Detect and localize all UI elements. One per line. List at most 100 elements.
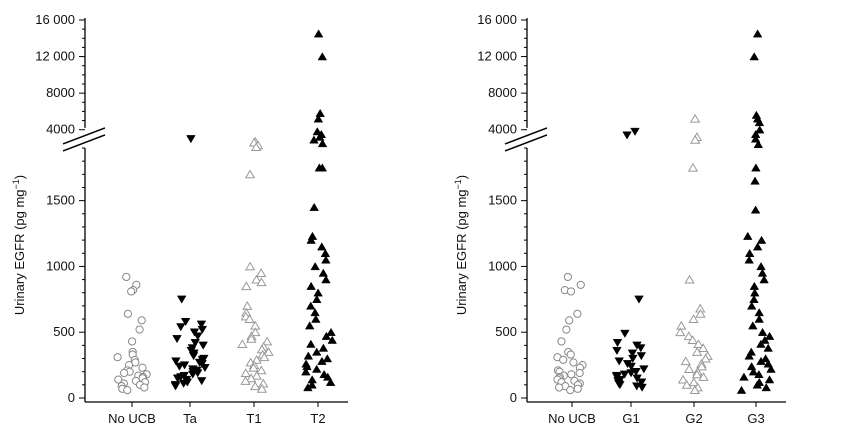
data-point bbox=[759, 275, 769, 284]
series-g3 bbox=[736, 29, 776, 394]
data-point bbox=[200, 364, 210, 373]
data-point bbox=[752, 380, 763, 389]
data-point bbox=[327, 335, 337, 344]
data-point bbox=[321, 255, 331, 264]
data-point bbox=[188, 352, 199, 361]
data-point bbox=[636, 378, 647, 387]
data-point bbox=[567, 370, 576, 379]
data-point bbox=[171, 357, 181, 366]
data-point bbox=[569, 358, 578, 367]
data-point bbox=[744, 255, 754, 264]
y-tick-label: 8000 bbox=[46, 85, 75, 100]
data-point bbox=[245, 373, 257, 383]
data-point bbox=[326, 327, 336, 336]
y-tick-label: 500 bbox=[495, 324, 517, 339]
y-tick-label: 500 bbox=[53, 324, 75, 339]
data-point bbox=[188, 370, 198, 379]
data-point bbox=[317, 242, 327, 251]
data-point bbox=[318, 343, 329, 352]
data-point bbox=[317, 139, 328, 148]
data-point bbox=[311, 364, 322, 373]
data-point bbox=[636, 344, 646, 353]
data-point bbox=[315, 108, 325, 117]
data-point bbox=[696, 361, 707, 371]
y-tick-label: 4000 bbox=[488, 122, 517, 137]
data-point bbox=[688, 377, 700, 387]
data-point bbox=[739, 372, 749, 381]
data-point bbox=[573, 384, 582, 393]
data-point bbox=[197, 325, 208, 334]
data-point bbox=[687, 335, 698, 345]
data-point bbox=[744, 248, 755, 257]
x-tick-label: T1 bbox=[246, 411, 261, 426]
y-tick-label: 0 bbox=[510, 390, 517, 405]
data-point bbox=[743, 231, 753, 240]
data-point bbox=[193, 332, 203, 341]
data-point bbox=[318, 268, 329, 277]
data-point bbox=[303, 383, 313, 392]
axis-break-mark bbox=[504, 127, 548, 145]
data-point bbox=[321, 275, 331, 284]
data-point bbox=[258, 378, 269, 388]
data-point bbox=[172, 374, 183, 383]
data-point bbox=[763, 343, 773, 352]
data-point bbox=[689, 113, 701, 123]
data-point bbox=[562, 325, 571, 334]
data-point bbox=[689, 385, 700, 395]
data-point bbox=[240, 368, 251, 377]
series-no-ucb bbox=[113, 272, 151, 395]
data-point bbox=[576, 280, 585, 289]
data-point bbox=[256, 383, 268, 393]
data-point bbox=[178, 379, 189, 388]
data-point bbox=[676, 320, 687, 330]
data-point bbox=[680, 356, 691, 366]
data-point bbox=[127, 287, 136, 296]
data-point bbox=[750, 205, 761, 214]
data-point bbox=[306, 235, 316, 244]
data-point bbox=[123, 386, 132, 395]
x-tick-label: G1 bbox=[622, 411, 639, 426]
data-point bbox=[314, 163, 325, 172]
data-point bbox=[675, 327, 686, 337]
data-point bbox=[760, 335, 770, 344]
data-point bbox=[754, 369, 764, 379]
y-tick-label: 1000 bbox=[488, 258, 517, 273]
data-point bbox=[180, 317, 191, 327]
x-tick-label: No UCB bbox=[108, 411, 156, 426]
data-point bbox=[313, 29, 324, 38]
data-point bbox=[752, 242, 763, 251]
data-point bbox=[628, 354, 638, 363]
data-point bbox=[174, 362, 185, 371]
data-point bbox=[677, 374, 689, 384]
data-point bbox=[170, 382, 181, 391]
data-point bbox=[744, 351, 754, 360]
data-point bbox=[766, 364, 776, 373]
x-tick-label: G2 bbox=[685, 411, 702, 426]
axis-break-mark bbox=[504, 134, 548, 152]
series-ta bbox=[170, 135, 210, 391]
data-point bbox=[757, 327, 768, 336]
y-tick-label: 1500 bbox=[46, 193, 75, 208]
data-point bbox=[636, 352, 647, 361]
data-point bbox=[749, 52, 759, 61]
y-tick-label: 1000 bbox=[46, 258, 75, 273]
data-point bbox=[176, 295, 187, 304]
data-point bbox=[137, 316, 146, 325]
data-point bbox=[240, 376, 251, 385]
data-point bbox=[639, 365, 649, 374]
data-point bbox=[626, 369, 636, 378]
data-point bbox=[566, 386, 575, 395]
data-point bbox=[683, 331, 694, 341]
data-point bbox=[751, 163, 761, 172]
data-point bbox=[756, 339, 766, 348]
y-tick-label: 1500 bbox=[488, 193, 517, 208]
data-point bbox=[196, 320, 207, 329]
data-point bbox=[566, 350, 575, 359]
data-point bbox=[752, 29, 763, 38]
data-point bbox=[626, 362, 636, 371]
data-point bbox=[748, 367, 759, 376]
x-tick-label: Ta bbox=[183, 411, 198, 426]
data-point bbox=[322, 372, 333, 381]
data-point bbox=[688, 314, 699, 323]
data-point bbox=[683, 364, 695, 373]
